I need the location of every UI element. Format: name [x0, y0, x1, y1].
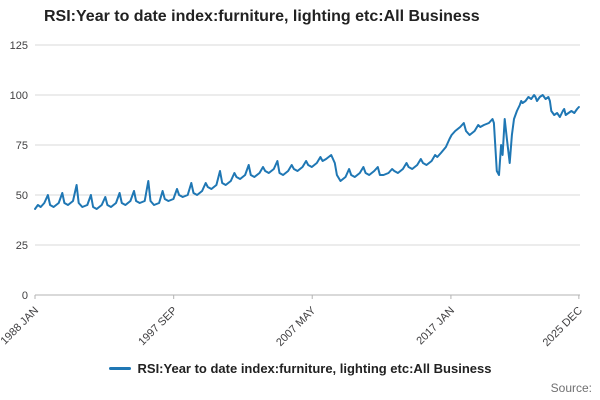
x-tick-label: 2025 DEC — [541, 305, 585, 348]
y-tick-label: 0 — [22, 290, 28, 302]
source-label: Source: — [550, 381, 592, 395]
legend-line-swatch — [108, 367, 131, 370]
y-tick-label: 25 — [16, 240, 28, 252]
x-tick-label: 2017 JAN — [414, 305, 457, 348]
chart-title: RSI:Year to date index:furniture, lighti… — [44, 8, 480, 25]
chart-legend: RSI:Year to date index:furniture, lighti… — [0, 361, 600, 376]
y-tick-label: 100 — [10, 90, 28, 102]
x-tick-label: 2007 MAY — [274, 304, 319, 348]
x-tick-label: 1997 SEP — [136, 305, 180, 348]
x-tick-label: 1988 JAN — [0, 305, 41, 348]
y-tick-label: 125 — [10, 40, 28, 52]
legend-label: RSI:Year to date index:furniture, lighti… — [137, 361, 492, 376]
y-tick-label: 75 — [16, 140, 28, 152]
series-line — [34, 94, 580, 210]
y-tick-label: 50 — [16, 190, 28, 202]
line-chart: 0 25 50 75 100 125 1988 JAN 1997 SEP 2007 MAY 201… — [0, 40, 585, 348]
